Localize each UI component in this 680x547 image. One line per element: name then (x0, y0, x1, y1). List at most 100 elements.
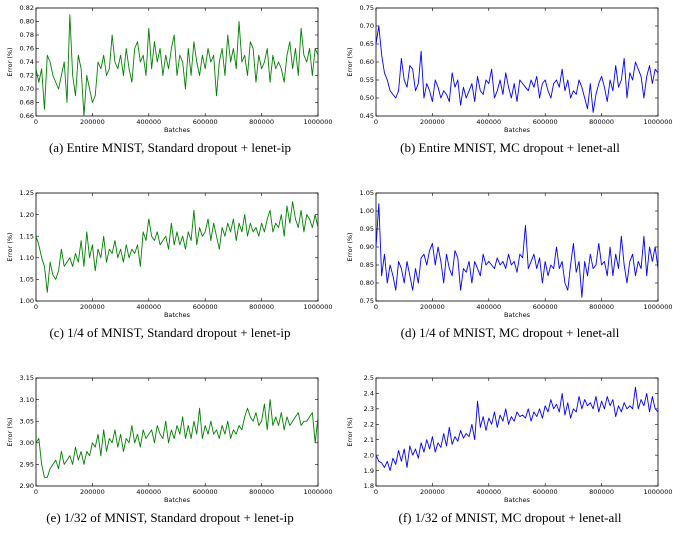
x-tick-label: 1000000 (304, 303, 333, 311)
x-tick-label: 800000 (249, 118, 274, 126)
x-tick-label: 200000 (80, 118, 105, 126)
y-tick-label: 0.60 (360, 58, 374, 66)
y-tick-label: 0.55 (360, 76, 374, 84)
y-tick-label: 2.3 (364, 405, 374, 413)
x-tick-label: 0 (34, 303, 38, 311)
plot-frame (35, 377, 319, 487)
x-tick-label: 1000000 (304, 118, 333, 126)
y-tick-label: 1.05 (20, 276, 34, 284)
x-axis-label: Batches (504, 126, 531, 134)
y-tick-label: 2.0 (364, 451, 374, 459)
x-tick-label: 1000000 (644, 118, 673, 126)
y-tick-label: 3.10 (20, 396, 34, 404)
x-tick-label: 0 (374, 303, 378, 311)
plot-frame (375, 192, 659, 302)
x-axis-label: Batches (164, 496, 191, 504)
series-line (375, 25, 659, 113)
chart-e: 2.90 2.95 3.00 3.05 3.10 3.15 0 200000 400000 600… (6, 374, 333, 504)
y-tick-label: 0.75 (360, 297, 374, 305)
plot-frame (375, 377, 659, 487)
y-tick-label: 0.75 (360, 4, 374, 12)
x-tick-label: 200000 (420, 488, 445, 496)
chart-a: 0.66 0.68 0.70 0.72 0.74 0.76 0.78 0.80 0.82 0 200… (6, 4, 333, 134)
y-tick-label: 3.05 (20, 417, 34, 425)
x-tick-label: 400000 (136, 303, 161, 311)
y-tick-label: 0.85 (360, 261, 374, 269)
y-axis-label: Error (%) (6, 232, 14, 261)
x-tick-label: 1000000 (304, 488, 333, 496)
x-tick-label: 600000 (193, 118, 218, 126)
x-tick-label: 600000 (193, 303, 218, 311)
y-tick-label: 3.15 (20, 374, 34, 382)
x-tick-label: 600000 (533, 488, 558, 496)
panel-f: 1.8 1.9 2.0 2.1 2.2 2.3 2.4 2.5 0 200000 400000 600… (340, 370, 680, 547)
y-tick-label: 0.95 (360, 225, 374, 233)
chart-d: 0.75 0.80 0.85 0.90 0.95 1.00 1.05 0 200000 40000… (346, 189, 673, 319)
y-tick-label: 1.10 (20, 254, 34, 262)
x-tick-label: 800000 (249, 303, 274, 311)
y-tick-label: 2.95 (20, 461, 34, 469)
x-tick-label: 1000000 (644, 488, 673, 496)
y-tick-label: 2.5 (364, 374, 374, 382)
chart-b: 0.45 0.50 0.55 0.60 0.65 0.70 0.75 0 200000 40000… (346, 4, 673, 134)
y-tick-label: 0.66 (20, 112, 34, 120)
x-tick-label: 400000 (476, 488, 501, 496)
y-tick-label: 1.15 (20, 232, 34, 240)
panel-e: 2.90 2.95 3.00 3.05 3.10 3.15 0 200000 400000 600… (0, 370, 340, 547)
x-axis-label: Batches (504, 496, 531, 504)
series-line (375, 386, 659, 472)
panel-a: 0.66 0.68 0.70 0.72 0.74 0.76 0.78 0.80 0.82 0 200… (0, 0, 340, 177)
y-tick-label: 0.70 (360, 22, 374, 30)
y-tick-label: 0.50 (360, 94, 374, 102)
y-tick-label: 0.80 (20, 18, 34, 26)
series-line (35, 201, 319, 293)
x-tick-label: 0 (374, 118, 378, 126)
caption-b: (b) Entire MNIST, MC dropout + lenet-all (400, 140, 620, 155)
x-tick-label: 200000 (420, 118, 445, 126)
y-axis-label: Error (%) (346, 417, 354, 446)
y-tick-label: 0.72 (20, 72, 34, 80)
y-tick-label: 1.9 (364, 467, 374, 475)
x-tick-label: 1000000 (644, 303, 673, 311)
chart-c: 1.00 1.05 1.10 1.15 1.20 1.25 0 200000 400000 600… (6, 189, 333, 319)
x-axis-label: Batches (164, 311, 191, 319)
y-tick-label: 0.80 (360, 279, 374, 287)
x-tick-label: 200000 (420, 303, 445, 311)
series-line (375, 203, 659, 298)
x-tick-label: 0 (34, 118, 38, 126)
y-tick-label: 0.74 (20, 58, 34, 66)
y-tick-label: 2.4 (364, 390, 374, 398)
x-tick-label: 0 (34, 488, 38, 496)
y-tick-label: 0.76 (20, 45, 34, 53)
x-tick-label: 400000 (476, 118, 501, 126)
caption-e: (e) 1/32 of MNIST, Standard dropout + le… (46, 510, 294, 525)
x-tick-label: 400000 (136, 488, 161, 496)
x-tick-label: 200000 (80, 488, 105, 496)
caption-c: (c) 1/4 of MNIST, Standard dropout + len… (49, 325, 291, 340)
y-tick-label: 0.68 (20, 99, 34, 107)
x-tick-label: 600000 (193, 488, 218, 496)
panel-c: 1.00 1.05 1.10 1.15 1.20 1.25 0 200000 400000 600… (0, 185, 340, 362)
y-axis-label: Error (%) (346, 232, 354, 261)
x-tick-label: 400000 (136, 118, 161, 126)
y-tick-label: 1.00 (20, 297, 34, 305)
x-tick-label: 800000 (589, 118, 614, 126)
x-tick-label: 800000 (589, 303, 614, 311)
y-axis-label: Error (%) (346, 47, 354, 76)
y-tick-label: 3.00 (20, 439, 34, 447)
y-tick-label: 2.90 (20, 482, 34, 490)
y-tick-label: 1.05 (360, 189, 374, 197)
series-line (35, 399, 319, 478)
chart-f: 1.8 1.9 2.0 2.1 2.2 2.3 2.4 2.5 0 200000 400000 600… (346, 374, 673, 504)
y-tick-label: 1.8 (364, 482, 374, 490)
x-tick-label: 800000 (589, 488, 614, 496)
caption-d: (d) 1/4 of MNIST, MC dropout + lenet-all (400, 325, 620, 340)
x-axis-label: Batches (504, 311, 531, 319)
panel-b: 0.45 0.50 0.55 0.60 0.65 0.70 0.75 0 200000 40000… (340, 0, 680, 177)
y-tick-label: 2.1 (364, 436, 374, 444)
x-tick-label: 600000 (533, 303, 558, 311)
y-tick-label: 0.45 (360, 112, 374, 120)
x-tick-label: 800000 (249, 488, 274, 496)
y-tick-label: 0.70 (20, 85, 34, 93)
plot-frame (35, 7, 319, 117)
